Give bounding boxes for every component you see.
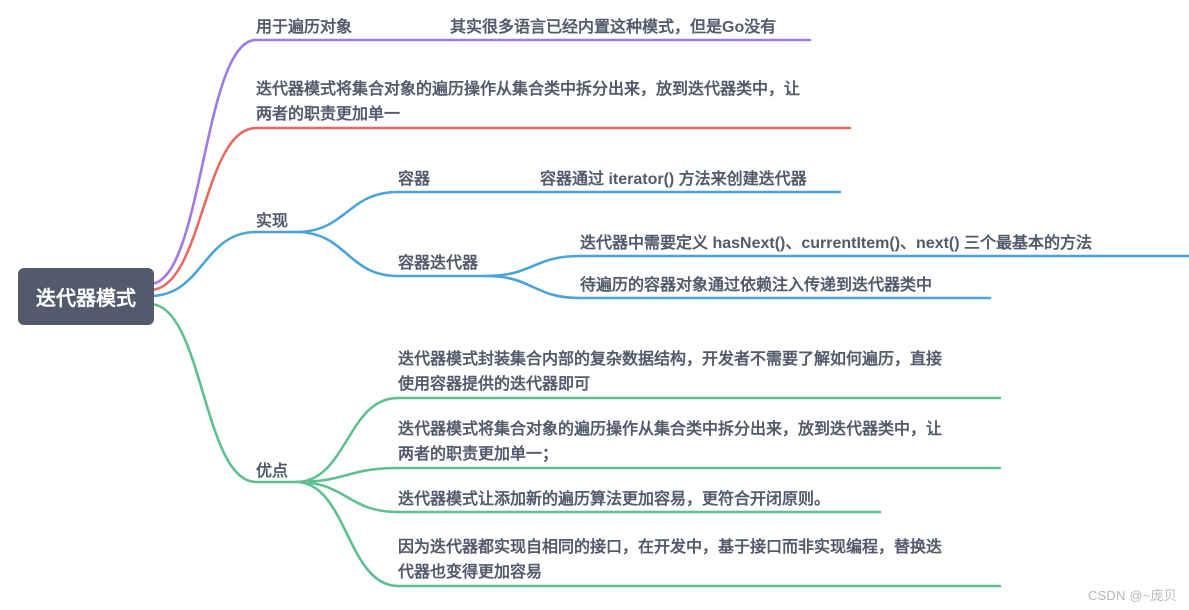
node-b3_2b: 待遍历的容器对象通过依赖注入传递到迭代器类中 (580, 274, 932, 299)
node-b4_3: 迭代器模式让添加新的遍历算法更加容易，更符合开闭原则。 (398, 488, 830, 513)
node-b2: 迭代器模式将集合对象的遍历操作从集合类中拆分出来，放到迭代器类中，让 两者的职责… (256, 78, 800, 128)
node-b3_1: 容器 (398, 168, 430, 193)
node-b4: 优点 (256, 460, 288, 485)
node-b3_2: 容器迭代器 (398, 252, 478, 277)
node-b4_2: 迭代器模式将集合对象的遍历操作从集合类中拆分出来，放到迭代器类中，让 两者的职责… (398, 418, 942, 468)
node-b3_1a: 容器通过 iterator() 方法来创建迭代器 (540, 168, 807, 193)
node-b3_2a: 迭代器中需要定义 hasNext()、currentItem()、next() … (580, 232, 1092, 257)
watermark: CSDN @~庞贝 (1088, 585, 1177, 604)
node-b3: 实现 (256, 210, 288, 235)
node-b1_a: 用于遍历对象 (256, 16, 352, 41)
root-node: 迭代器模式 (18, 268, 154, 325)
node-b4_1: 迭代器模式封装集合内部的复杂数据结构，开发者不需要了解如何遍历，直接 使用容器提… (398, 348, 942, 398)
node-b4_4: 因为迭代器都实现自相同的接口，在开发中，基于接口而非实现编程，替换迭 代器也变得… (398, 536, 942, 586)
node-b1_b: 其实很多语言已经内置这种模式，但是Go没有 (450, 16, 776, 41)
